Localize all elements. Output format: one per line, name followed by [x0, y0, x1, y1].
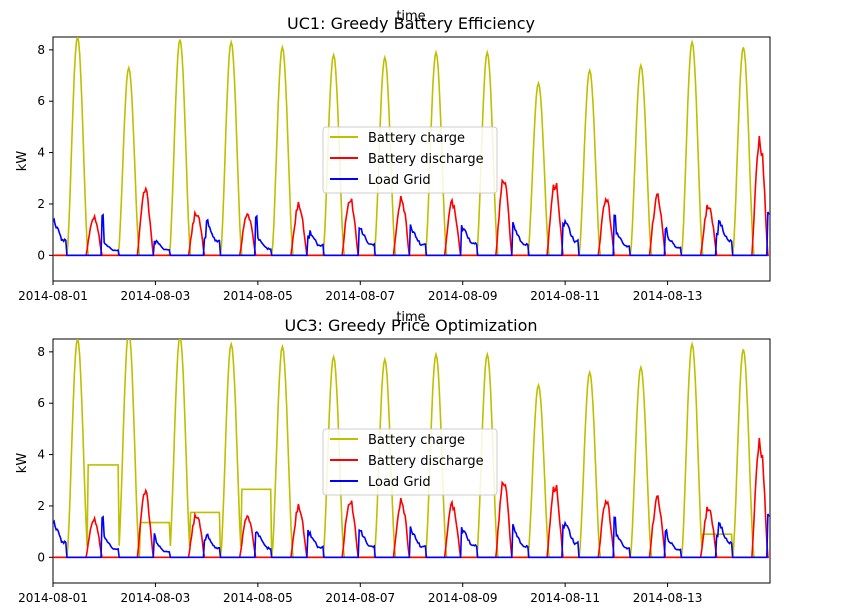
- chart-panel-uc1: UC1: Greedy Battery Efficiency time kW 2…: [15, 9, 771, 303]
- legend: Battery charge Battery discharge Load Gr…: [322, 428, 498, 496]
- legend-label-load-grid: Load Grid: [368, 173, 431, 188]
- series-line-load-grid: [53, 513, 770, 559]
- x-ticks: 2014-08-01 2014-08-03 2014-08-05 2014-08-07…: [18, 583, 702, 605]
- chart-panel-uc3: UC3: Greedy Price Optimization time kW 2…: [15, 310, 771, 605]
- plot-frame: [52, 36, 771, 282]
- x-tick-label: 2014-08-07: [325, 289, 395, 303]
- y-tick-label: 2: [37, 499, 45, 513]
- series-line-load-grid: [53, 211, 770, 257]
- legend: Battery charge Battery discharge Load Gr…: [322, 126, 498, 194]
- series-layer: [53, 37, 770, 257]
- x-tick-label: 2014-08-05: [223, 591, 293, 605]
- y-tick-label: 8: [37, 43, 45, 57]
- y-ticks: 0 2 4 6 8: [37, 345, 53, 564]
- y-tick-label: 2: [37, 197, 45, 211]
- legend-label-battery-charge: Battery charge: [368, 131, 465, 146]
- x-tick-label: 2014-08-11: [530, 289, 600, 303]
- y-tick-label: 0: [37, 248, 45, 262]
- x-tick-label: 2014-08-13: [633, 289, 703, 303]
- x-axis-label: time: [396, 9, 425, 24]
- x-tick-label: 2014-08-01: [18, 591, 88, 605]
- x-tick-label: 2014-08-09: [428, 591, 498, 605]
- legend-label-load-grid: Load Grid: [368, 475, 431, 490]
- y-tick-label: 6: [37, 94, 45, 108]
- x-tick-label: 2014-08-01: [18, 289, 88, 303]
- y-axis-label: kW: [15, 151, 30, 172]
- legend-label-battery-discharge: Battery discharge: [368, 454, 484, 469]
- legend-label-battery-charge: Battery charge: [368, 433, 465, 448]
- legend-box: [322, 428, 498, 496]
- legend-box: [322, 126, 498, 194]
- y-tick-label: 4: [37, 448, 45, 462]
- y-tick-label: 4: [37, 146, 45, 160]
- x-axis-label: time: [396, 310, 425, 325]
- y-tick-label: 8: [37, 345, 45, 359]
- x-tick-label: 2014-08-13: [633, 591, 703, 605]
- series-layer: [53, 339, 770, 559]
- x-tick-label: 2014-08-07: [325, 591, 395, 605]
- legend-label-battery-discharge: Battery discharge: [368, 152, 484, 167]
- plot-frame: [52, 338, 771, 584]
- x-tick-label: 2014-08-03: [121, 289, 191, 303]
- chart-title: UC1: Greedy Battery Efficiency: [287, 14, 535, 33]
- x-tick-label: 2014-08-05: [223, 289, 293, 303]
- y-tick-label: 6: [37, 396, 45, 410]
- y-axis-label: kW: [15, 453, 30, 474]
- x-tick-label: 2014-08-09: [428, 289, 498, 303]
- y-ticks: 0 2 4 6 8: [37, 43, 53, 262]
- chart-title: UC3: Greedy Price Optimization: [284, 316, 537, 335]
- y-tick-label: 0: [37, 550, 45, 564]
- x-ticks: 2014-08-01 2014-08-03 2014-08-05 2014-08-07…: [18, 281, 702, 303]
- x-tick-label: 2014-08-03: [121, 591, 191, 605]
- x-tick-label: 2014-08-11: [530, 591, 600, 605]
